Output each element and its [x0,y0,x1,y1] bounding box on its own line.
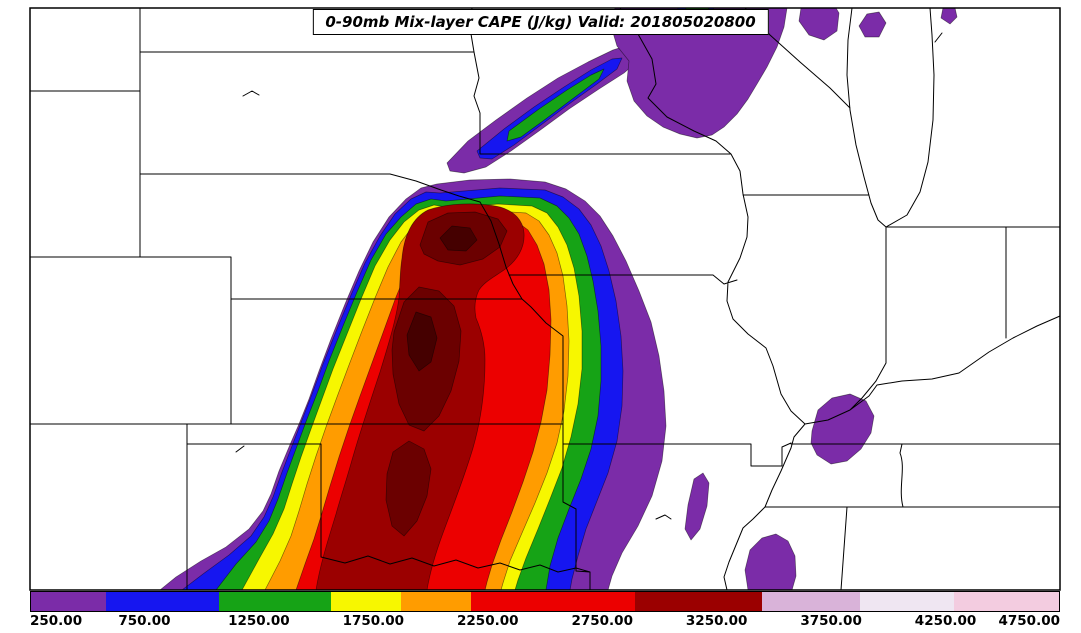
colorbar-tick-label: 1250.00 [228,613,290,629]
colorbar-tick-label: 3250.00 [685,613,748,629]
colorbar-tick-label: 2250.00 [457,613,519,629]
colorbar-segment [635,592,762,611]
cape-fill-maxcore-nebraska [439,225,478,252]
colorbar-segment [31,592,107,611]
map-title: 0-90mb Mix-layer CAPE (J/kg) Valid: 2018… [312,9,769,35]
colorbar-ticks: 250.00 750.00 1250.00 1750.00 2250.00 2750.00… [30,613,1060,633]
colorbar-segment [401,592,471,611]
colorbar-segment [761,592,860,611]
cape-fill-purple-kentucky [810,393,875,465]
cape-fill-maxcore-kansas [406,311,438,372]
colorbar-tick-label: 250.00 [30,613,83,629]
colorbar-segment [219,592,332,611]
colorbar-tick-label: 4750.00 [998,613,1061,629]
cape-fill-purple-speck1 [858,11,887,38]
colorbar-tick-label: 3750.00 [800,613,862,629]
colorbar-tick-label: 4250.00 [914,613,977,629]
colorbar-segment [331,592,402,611]
cape-contours [159,7,958,591]
cape-fill-green-mn-band [506,68,605,142]
colorbar [30,591,1060,612]
colorbar-tick-label: 2750.00 [571,613,633,629]
colorbar-tick-label: 1750.00 [342,613,405,629]
cape-fill-purple-arkansas-strip [684,472,710,541]
colorbar-segment [954,592,1059,611]
plot-frame [29,7,1061,591]
cape-fill-purple-speck2 [940,7,958,25]
cape-fill-purple-lower-ms [744,533,797,591]
colorbar-tick-label: 750.00 [118,613,171,629]
colorbar-segment [859,592,955,611]
cape-fill-purple-wi-patch [798,7,840,41]
colorbar-segment [106,592,220,611]
cape-fill-core-south [385,440,432,537]
colorbar-segment [470,592,636,611]
